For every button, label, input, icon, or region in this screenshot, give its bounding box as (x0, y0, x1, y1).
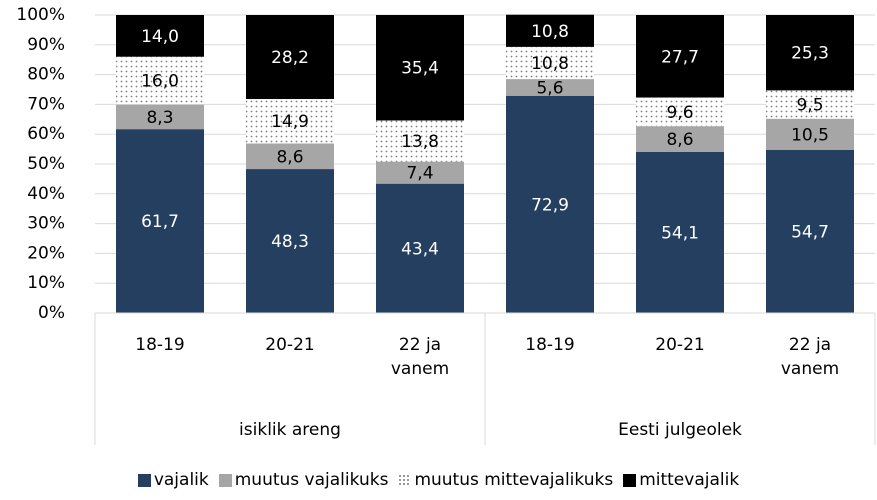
legend-swatch (137, 473, 151, 487)
legend-item: mittevajalik (623, 470, 739, 490)
value-label: 54,7 (791, 222, 829, 242)
bar-segment (766, 149, 854, 313)
x-tick-label: 18-19 (135, 335, 185, 355)
bar-segment (116, 56, 204, 105)
value-label: 25,3 (791, 44, 829, 64)
value-label: 10,8 (531, 54, 569, 74)
value-label: 9,6 (666, 103, 693, 123)
value-label: 5,6 (536, 78, 563, 98)
legend-label: muutus vajalikuks (234, 470, 389, 490)
x-tick-label: 22 ja vanem (780, 335, 840, 379)
value-label: 10,8 (531, 22, 569, 42)
bar-segment (246, 169, 334, 313)
y-tick-label: 50% (27, 154, 65, 174)
value-label: 28,2 (271, 48, 309, 68)
legend-item: muutus vajalikuks (218, 470, 389, 490)
bar-segment (766, 118, 854, 150)
y-tick-label: 60% (27, 124, 65, 144)
bar-segment (116, 15, 204, 57)
value-label: 72,9 (531, 195, 569, 215)
bar-segment (636, 151, 724, 313)
x-tick-label: 22 ja vanem (390, 335, 450, 379)
value-label: 14,0 (141, 27, 179, 47)
bar-segment (636, 15, 724, 98)
value-label: 10,5 (791, 125, 829, 145)
y-tick-label: 0% (38, 303, 65, 323)
value-label: 13,8 (401, 132, 439, 152)
legend-item: muutus mittevajalikuks (398, 470, 613, 490)
x-tick-label: 20-21 (655, 335, 705, 355)
legend-swatch (398, 473, 412, 487)
x-tick-label: 18-19 (525, 335, 575, 355)
bar-segment (246, 143, 334, 170)
legend-label: vajalik (153, 470, 209, 490)
y-tick-label: 20% (27, 243, 65, 263)
legend-label: muutus mittevajalikuks (414, 470, 614, 490)
y-tick-label: 10% (27, 273, 65, 293)
bar-segment (506, 46, 594, 80)
bar-segment (766, 15, 854, 91)
y-tick-label: 30% (27, 214, 65, 234)
value-label: 8,3 (146, 108, 173, 128)
bar-segment (246, 99, 334, 144)
group-label: Eesti julgeolek (618, 420, 742, 440)
group-label: isiklik areng (239, 420, 341, 440)
y-tick-label: 40% (27, 184, 65, 204)
bar-segment (116, 129, 204, 313)
legend-label: mittevajalik (639, 470, 740, 490)
y-tick-label: 90% (27, 35, 65, 55)
value-label: 54,1 (661, 223, 699, 243)
value-label: 16,0 (141, 72, 179, 92)
bar-segment (376, 120, 464, 162)
y-tick-label: 70% (27, 94, 65, 114)
bar-segment (506, 79, 594, 96)
value-label: 9,5 (796, 96, 823, 116)
value-label: 48,3 (271, 232, 309, 252)
bar-segment (636, 126, 724, 152)
y-tick-label: 100% (16, 5, 65, 25)
value-label: 7,4 (406, 164, 433, 184)
value-label: 8,6 (276, 147, 303, 167)
value-label: 14,9 (271, 112, 309, 132)
value-label: 8,6 (666, 130, 693, 150)
y-tick-label: 80% (27, 65, 65, 85)
value-label: 61,7 (141, 212, 179, 232)
value-label: 35,4 (401, 59, 439, 79)
bar-segment (376, 15, 464, 121)
legend-swatch (218, 473, 232, 487)
bar-segment (766, 90, 854, 119)
value-label: 27,7 (661, 47, 699, 67)
bar-segment (376, 161, 464, 184)
bar-segment (506, 95, 594, 314)
bar-segment (636, 97, 724, 127)
bar-segment (246, 15, 334, 100)
bar-segment (506, 14, 594, 47)
legend-item: vajalik (137, 470, 209, 490)
bar-segment (116, 104, 204, 130)
legend-swatch (623, 473, 637, 487)
bar-segment (376, 183, 464, 313)
legend: vajalik muutus vajalikuks muutus mittevaja… (0, 470, 877, 490)
x-tick-label: 20-21 (265, 335, 315, 355)
value-label: 43,4 (401, 239, 439, 259)
